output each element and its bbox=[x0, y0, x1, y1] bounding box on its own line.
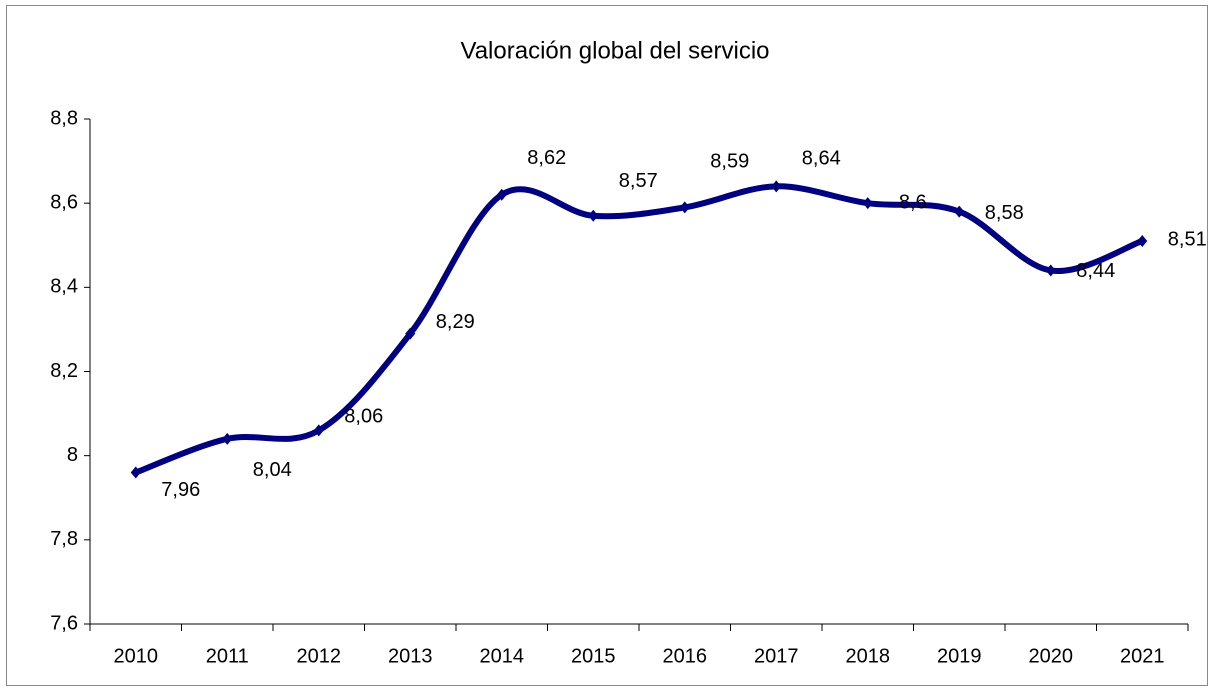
x-tick-label: 2014 bbox=[480, 645, 525, 667]
x-tick-label: 2011 bbox=[206, 645, 249, 667]
marker bbox=[679, 201, 690, 214]
marker bbox=[496, 188, 507, 201]
marker bbox=[405, 327, 416, 340]
x-tick-label: 2012 bbox=[297, 645, 342, 667]
y-tick-label: 8 bbox=[67, 444, 78, 466]
data-label: 8,51 bbox=[1168, 228, 1207, 250]
data-label: 8,59 bbox=[710, 151, 749, 173]
x-tick-label: 2016 bbox=[663, 645, 708, 667]
x-tick-label: 2018 bbox=[846, 645, 891, 667]
x-tick-label: 2017 bbox=[754, 645, 799, 667]
y-tick-label: 8,4 bbox=[50, 276, 78, 298]
marker bbox=[954, 205, 965, 218]
data-label: 8,44 bbox=[1076, 260, 1115, 282]
marker bbox=[771, 180, 782, 193]
marker bbox=[1137, 235, 1148, 248]
x-tick-label: 2019 bbox=[937, 645, 982, 667]
data-label: 8,29 bbox=[436, 311, 475, 333]
y-tick-label: 7,6 bbox=[50, 612, 78, 634]
data-label: 8,06 bbox=[344, 406, 383, 428]
marker bbox=[862, 197, 873, 210]
data-label: 8,64 bbox=[802, 148, 841, 170]
marker bbox=[1045, 264, 1056, 277]
marker bbox=[313, 424, 324, 437]
y-tick-label: 8,2 bbox=[50, 360, 78, 382]
x-tick-label: 2013 bbox=[388, 645, 433, 667]
data-label: 8,04 bbox=[253, 459, 292, 481]
chart-title: Valoración global del servicio bbox=[460, 37, 769, 64]
x-tick-label: 2010 bbox=[114, 645, 159, 667]
data-label: 8,62 bbox=[527, 147, 566, 169]
chart-border bbox=[6, 5, 1208, 686]
x-tick-label: 2015 bbox=[571, 645, 616, 667]
y-tick-label: 7,8 bbox=[50, 528, 78, 550]
marker bbox=[130, 466, 141, 479]
data-label: 8,58 bbox=[985, 202, 1024, 224]
marker bbox=[222, 432, 233, 445]
x-tick-label: 2021 bbox=[1120, 645, 1165, 667]
marker bbox=[588, 209, 599, 222]
y-tick-label: 8,6 bbox=[50, 191, 78, 213]
x-tick-label: 2020 bbox=[1029, 645, 1074, 667]
data-label: 8,57 bbox=[619, 170, 658, 192]
data-label: 7,96 bbox=[161, 479, 200, 501]
data-label: 8,6 bbox=[899, 191, 927, 213]
y-tick-label: 8,8 bbox=[50, 107, 78, 129]
